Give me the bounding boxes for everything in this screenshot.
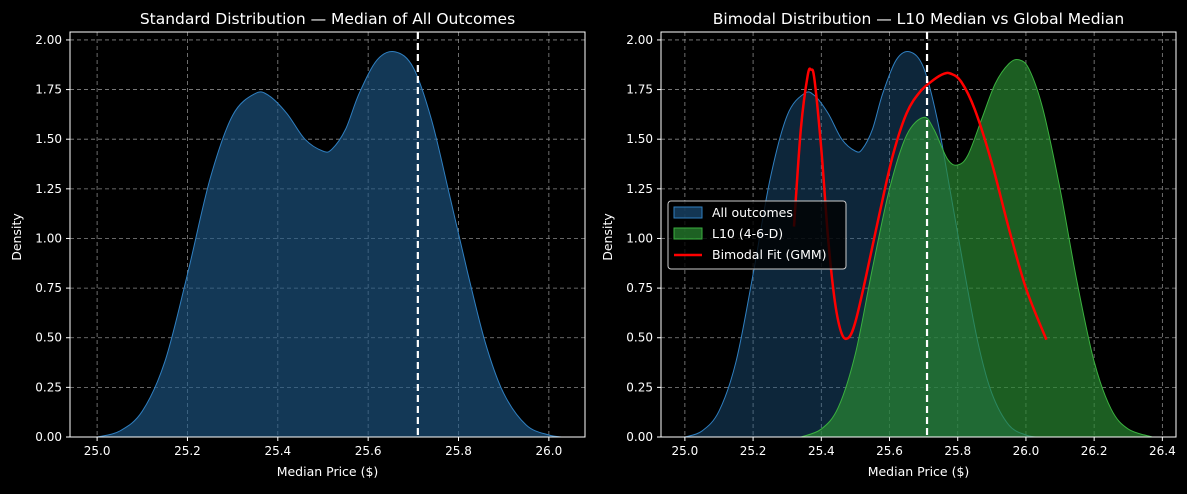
x-tick-label: 25.4 bbox=[808, 444, 835, 458]
y-tick-label: 0.50 bbox=[35, 331, 62, 345]
y-tick-label: 1.00 bbox=[35, 231, 62, 245]
series-area-density bbox=[97, 51, 563, 437]
legend: All outcomes L10 (4-6-D) Bimodal Fit (GM… bbox=[667, 200, 847, 270]
legend-swatch-l10 bbox=[673, 227, 703, 240]
x-axis-label: Median Price ($) bbox=[868, 464, 970, 479]
x-tick-label: 25.8 bbox=[445, 444, 472, 458]
x-tick-label: 26.0 bbox=[1013, 444, 1040, 458]
x-tick-label: 26.2 bbox=[1081, 444, 1108, 458]
y-tick-label: 0.75 bbox=[35, 281, 62, 295]
x-tick-label: 26.4 bbox=[1149, 444, 1176, 458]
axes-frame bbox=[660, 31, 1177, 438]
y-tick-label: 1.25 bbox=[626, 182, 653, 196]
plot-area: 25.0 25.2 25.4 25.6 25.8 26.0 0.00 0.25 0.50 0.75… bbox=[35, 31, 586, 458]
y-tick-label: 0.25 bbox=[626, 380, 653, 394]
y-tick-label: 0.50 bbox=[626, 331, 653, 345]
axes-frame bbox=[69, 31, 586, 438]
x-tick-label: 25.2 bbox=[740, 444, 767, 458]
series-outline-l10-4-6-d bbox=[800, 58, 1153, 438]
series-outline-density bbox=[96, 51, 563, 438]
chart-title: Standard Distribution — Median of All Ou… bbox=[140, 10, 515, 28]
y-tick-label: 1.00 bbox=[626, 231, 653, 245]
x-tick-label: 26.0 bbox=[536, 444, 563, 458]
x-tick-label: 25.8 bbox=[944, 444, 971, 458]
x-axis-label: Median Price ($) bbox=[277, 464, 379, 479]
legend-box bbox=[667, 200, 847, 270]
y-tick-label: 1.25 bbox=[35, 182, 62, 196]
panel-standard-distribution: 25.0 25.2 25.4 25.6 25.8 26.0 0.00 0.25 0.50 0.75… bbox=[9, 10, 586, 479]
series-area-l10-4-6-d bbox=[800, 59, 1153, 438]
x-tick-label: 25.0 bbox=[84, 444, 111, 458]
y-axis-label: Density bbox=[9, 213, 24, 261]
chart-title: Bimodal Distribution — L10 Median vs Glo… bbox=[713, 10, 1124, 28]
legend-label-all-outcomes: All outcomes bbox=[712, 205, 793, 220]
y-tick-label: 1.50 bbox=[35, 132, 62, 146]
y-axis-label: Density bbox=[600, 213, 615, 261]
panel-bimodal-distribution: 25.0 25.2 25.4 25.6 25.8 26.0 26.2 26.4 0.00 0.25… bbox=[600, 10, 1177, 479]
y-tick-label: 1.75 bbox=[626, 83, 653, 97]
plot-area: 25.0 25.2 25.4 25.6 25.8 26.0 26.2 26.4 0.00 0.25… bbox=[626, 31, 1177, 458]
legend-label-bimodal-fit: Bimodal Fit (GMM) bbox=[712, 247, 827, 262]
x-tick-label: 25.0 bbox=[672, 444, 699, 458]
x-tick-label: 25.2 bbox=[174, 444, 201, 458]
x-tick-label: 25.6 bbox=[876, 444, 903, 458]
x-tick-label: 25.6 bbox=[355, 444, 382, 458]
y-tick-label: 0.25 bbox=[35, 380, 62, 394]
y-tick-label: 0.75 bbox=[626, 281, 653, 295]
legend-swatch-all-outcomes bbox=[673, 206, 703, 219]
y-tick-label: 1.50 bbox=[626, 132, 653, 146]
x-tick-label: 25.4 bbox=[264, 444, 291, 458]
legend-label-l10: L10 (4-6-D) bbox=[712, 226, 783, 241]
y-tick-label: 0.00 bbox=[35, 430, 62, 444]
series-line-bimodal-fit-gmm bbox=[792, 67, 1048, 341]
y-tick-label: 0.00 bbox=[626, 430, 653, 444]
y-tick-label: 2.00 bbox=[35, 33, 62, 47]
y-tick-label: 1.75 bbox=[35, 83, 62, 97]
y-tick-label: 2.00 bbox=[626, 33, 653, 47]
